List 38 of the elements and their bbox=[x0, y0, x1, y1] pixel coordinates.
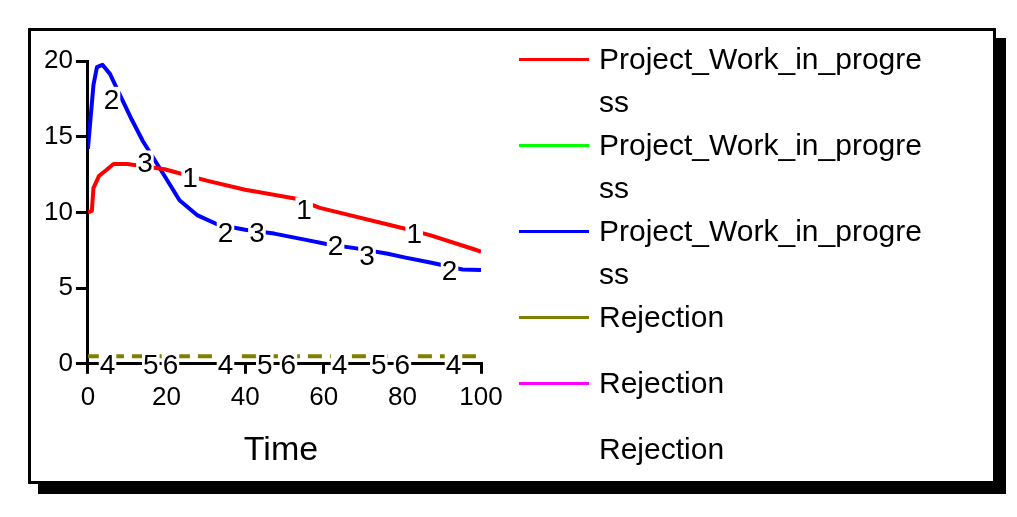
annotation: 6 bbox=[280, 348, 297, 380]
x-tick-label: 100 bbox=[459, 380, 503, 411]
legend-label: Project_Work_in_progress bbox=[599, 213, 923, 292]
annotation: 3 bbox=[249, 216, 265, 248]
x-tick-label: 40 bbox=[230, 380, 260, 411]
x-tick-label: 20 bbox=[152, 380, 181, 411]
x-tick-label: 80 bbox=[387, 380, 417, 411]
annotation: 4 bbox=[331, 348, 348, 380]
annotation: 4 bbox=[217, 348, 234, 380]
legend-label: Rejection bbox=[599, 365, 726, 401]
x-axis-title: Time bbox=[242, 429, 320, 468]
annotation: 2 bbox=[327, 230, 344, 262]
annotation: 5 bbox=[143, 348, 159, 380]
annotation: 6 bbox=[162, 348, 179, 380]
annotation: 2 bbox=[103, 83, 120, 115]
annotation: 2 bbox=[217, 216, 234, 248]
legend-label: Project_Work_in_progress bbox=[599, 127, 923, 206]
y-tick-label: 15 bbox=[44, 119, 73, 150]
annotation: 5 bbox=[257, 348, 273, 380]
annotation: 4 bbox=[99, 348, 116, 380]
y-tick-label: 10 bbox=[44, 195, 73, 226]
annotation: 3 bbox=[359, 239, 375, 271]
legend-label: Rejection bbox=[599, 299, 726, 335]
annotation: 2 bbox=[441, 254, 458, 286]
y-tick-label: 0 bbox=[58, 346, 73, 377]
annotation: 1 bbox=[406, 218, 422, 250]
y-tick-label: 20 bbox=[44, 44, 73, 75]
annotation: 1 bbox=[296, 194, 312, 226]
x-tick-label: 0 bbox=[80, 380, 96, 411]
text: Rejection bbox=[599, 431, 726, 467]
y-tick-label: 5 bbox=[58, 271, 73, 302]
annotation: 4 bbox=[445, 348, 462, 380]
annotation: 1 bbox=[182, 162, 198, 194]
legend-label: Project_Work_in_progress bbox=[599, 41, 923, 120]
annotation: 5 bbox=[371, 348, 387, 380]
x-tick-label: 60 bbox=[309, 380, 339, 411]
annotation: 6 bbox=[394, 348, 411, 380]
annotation: 3 bbox=[137, 147, 153, 179]
